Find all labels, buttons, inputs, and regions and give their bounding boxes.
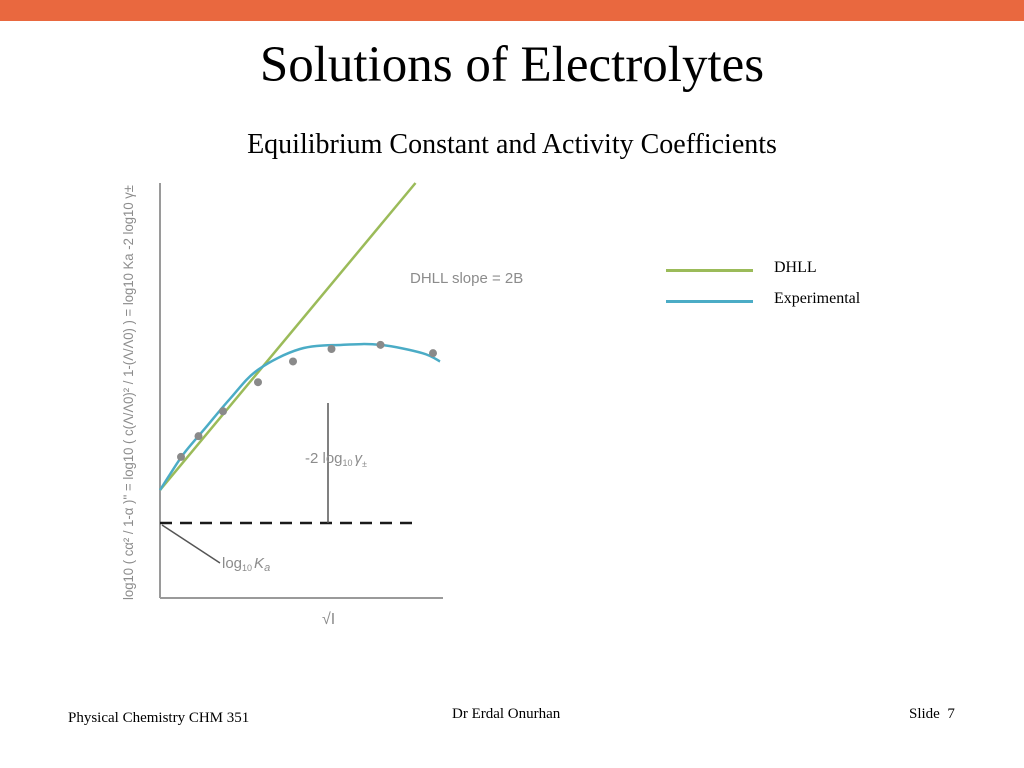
data-point	[429, 349, 437, 358]
experimental-points	[177, 340, 437, 461]
dhll-slope-label: DHLL slope = 2B	[410, 270, 523, 287]
data-point	[177, 452, 185, 461]
slide-title: Solutions of Electrolytes	[259, 37, 765, 93]
data-point	[327, 345, 336, 353]
data-point	[289, 357, 297, 366]
intercept-label: log10 Ka	[222, 555, 270, 574]
footer-slide-label: Slide	[909, 706, 940, 722]
gap-label: -2 log10 γ±	[305, 450, 367, 469]
footer-slide-value: 7	[947, 706, 955, 722]
axes	[159, 183, 443, 599]
x-axis-label: √I	[322, 611, 335, 628]
top-accent-bar	[0, 0, 1024, 21]
dhll-series-line	[159, 182, 417, 491]
footer-slide-number: Slide 7	[909, 706, 955, 723]
data-point	[219, 407, 227, 416]
data-point	[254, 378, 262, 387]
footer-author: Dr Erdal Onurhan	[452, 706, 561, 722]
footer-course: Physical Chemistry CHM 351	[68, 710, 250, 726]
y-axis-label: log10 ( cα² / 1-α )'' = log10 ( c(Λ/Λ0)²…	[120, 185, 136, 600]
data-point	[194, 432, 203, 441]
intercept-leader	[161, 524, 221, 564]
slide-subtitle: Equilibrium Constant and Activity Coeffi…	[247, 129, 777, 160]
data-point	[376, 340, 385, 349]
experimental-series-line	[158, 342, 441, 491]
